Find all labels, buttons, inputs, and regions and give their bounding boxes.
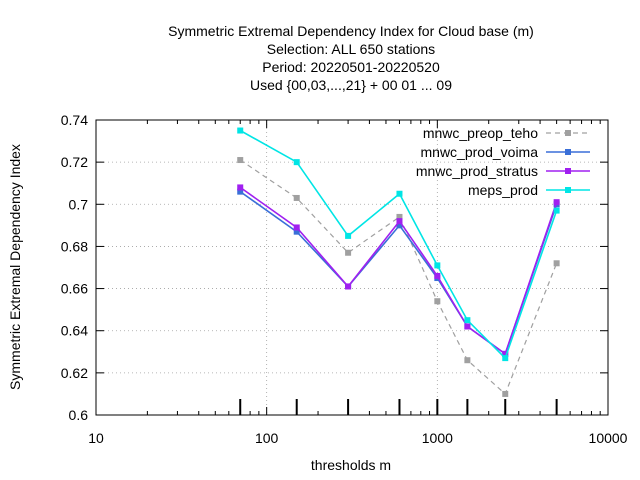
data-point — [464, 323, 471, 330]
data-point — [502, 390, 509, 397]
data-point — [237, 184, 244, 191]
title-line-3: Period: 20220501-20220520 — [262, 59, 440, 75]
data-point — [464, 317, 471, 324]
title-line-4: Used {00,03,...,21} + 00 01 ... 09 — [250, 77, 452, 93]
x-tick-label: 10 — [88, 430, 104, 446]
data-point — [464, 357, 471, 364]
legend: mnwc_preop_teho mnwc_prod_voima mnwc_prod_… — [416, 125, 590, 198]
data-point — [553, 260, 560, 267]
chart-title: Symmetric Extremal Dependency Index for … — [168, 23, 534, 93]
y-tick-label: 0.7 — [69, 196, 89, 212]
data-point — [396, 222, 403, 229]
y-tick-label: 0.66 — [61, 281, 88, 297]
y-tick-label: 0.64 — [61, 323, 88, 339]
series-mnwc_prod_voima — [237, 188, 560, 357]
data-point — [293, 224, 300, 231]
series-line — [239, 186, 558, 356]
data-point — [237, 157, 244, 164]
legend-swatch-marker — [565, 130, 571, 136]
y-tick-label: 0.6 — [69, 407, 89, 423]
series-group — [237, 127, 560, 397]
title-line-2: Selection: ALL 650 stations — [267, 41, 435, 57]
x-axis-label: thresholds m — [311, 457, 391, 473]
data-point — [553, 199, 560, 206]
y-axis-label: Symmetric Extremal Dependency Index — [7, 144, 23, 390]
legend-label: mnwc_prod_voima — [421, 144, 539, 160]
series-mnwc_prod_stratus — [237, 184, 560, 357]
threshold-marks — [239, 399, 558, 415]
y-tick-label: 0.72 — [61, 154, 88, 170]
legend-swatch-marker — [565, 187, 571, 193]
y-tick-label: 0.62 — [61, 365, 88, 381]
data-point — [396, 190, 403, 197]
data-point — [434, 262, 441, 269]
data-point — [293, 159, 300, 166]
x-tick-label: 10000 — [589, 430, 628, 446]
legend-label: meps_prod — [468, 182, 538, 198]
legend-swatch-marker — [565, 149, 571, 155]
title-line-1: Symmetric Extremal Dependency Index for … — [168, 23, 534, 39]
data-point — [396, 218, 403, 225]
x-tick-label: 1000 — [422, 430, 453, 446]
series-line — [239, 129, 558, 360]
data-point — [345, 232, 352, 239]
y-tick-label: 0.68 — [61, 238, 88, 254]
grid — [96, 120, 608, 415]
data-point — [396, 213, 403, 220]
plot-frame — [95, 119, 609, 416]
x-tick-label: 100 — [255, 430, 279, 446]
data-point — [502, 355, 509, 362]
data-point — [434, 298, 441, 305]
data-point — [502, 350, 509, 357]
series-mnwc_preop_teho — [237, 157, 560, 397]
data-point — [553, 207, 560, 214]
legend-label: mnwc_prod_stratus — [416, 163, 538, 179]
data-point — [237, 127, 244, 134]
legend-label: mnwc_preop_teho — [423, 125, 538, 141]
x-axis: 10 100 1000 10000 — [88, 120, 628, 446]
legend-swatch-marker — [565, 168, 571, 174]
y-axis: 0.6 0.62 0.64 0.66 0.68 0.7 0.72 0.74 — [61, 112, 608, 423]
data-point — [293, 194, 300, 201]
data-point — [237, 188, 244, 195]
data-point — [345, 283, 352, 290]
series-meps_prod — [237, 127, 560, 362]
series-line — [239, 159, 558, 395]
data-point — [345, 249, 352, 256]
data-point — [293, 228, 300, 235]
data-point — [434, 272, 441, 279]
y-tick-label: 0.74 — [61, 112, 88, 128]
